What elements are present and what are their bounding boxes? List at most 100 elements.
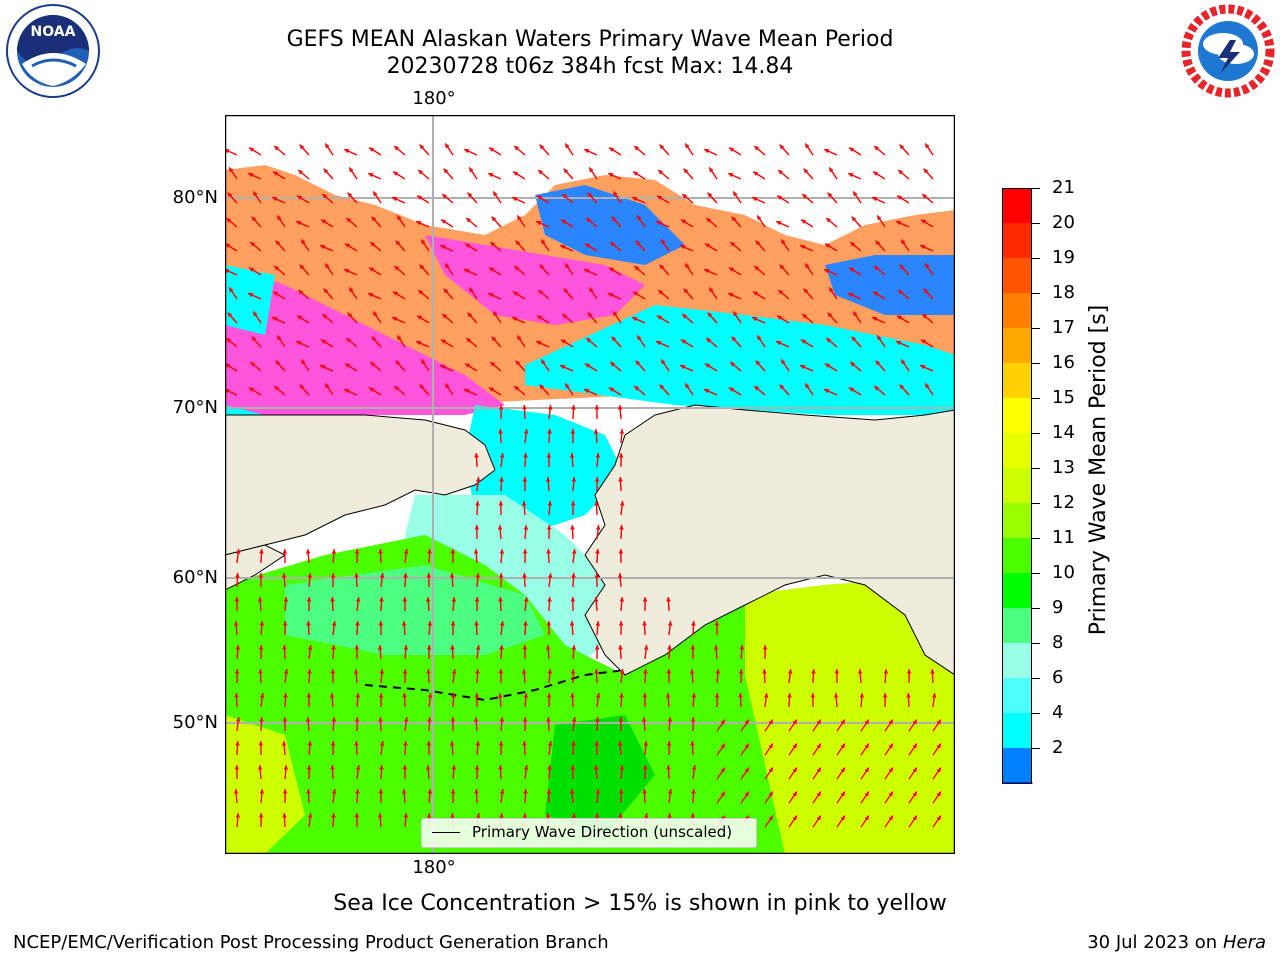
wave-arrow-head [281, 573, 287, 578]
wave-arrow-head [378, 621, 384, 626]
wave-arrow-head [667, 645, 672, 650]
wave-arrow-head [816, 791, 821, 797]
wave-arrow-head [667, 789, 673, 794]
wave-arrow-head [618, 453, 624, 458]
wave-arrow-head [379, 741, 385, 746]
wave-arrow-head [306, 597, 312, 602]
wave-arrow-head [427, 693, 433, 698]
wave-arrow-head [829, 167, 834, 173]
wave-arrow-head [619, 597, 625, 602]
wave-arrow-head [912, 719, 917, 725]
wave-arrow-head [816, 767, 821, 773]
wave-arrow-head [666, 765, 671, 770]
wave-arrow-head [235, 645, 241, 650]
wave-arrow-head [642, 597, 648, 602]
wave-arrow-head [539, 264, 545, 270]
wave-arrow-head [441, 219, 447, 224]
wave-arrow-head [667, 717, 673, 722]
wave-arrow-head [792, 815, 797, 821]
wave-arrow-head [235, 549, 241, 554]
wave-arrow-head [251, 216, 257, 222]
wave-arrow-head [901, 239, 906, 245]
wave-arrow-head [720, 719, 725, 725]
wave-arrow-head [661, 359, 666, 365]
wave-arrow-head [571, 573, 576, 578]
wave-arrow-head [378, 549, 383, 554]
wave-arrow-head [853, 311, 858, 317]
wave-arrow-head [498, 765, 503, 770]
wave-arrow-head [377, 645, 383, 650]
wave-arrow-head [762, 645, 768, 650]
wave-arrow-head [704, 269, 710, 274]
wave-arrow-head [474, 789, 479, 794]
wave-arrow-head [258, 813, 264, 818]
wave-arrow-head [849, 387, 855, 392]
colorbar-tick-label: 17 [1052, 317, 1075, 338]
wave-arrow-head [848, 173, 854, 178]
wave-arrow-head [379, 573, 385, 578]
wave-arrow-head [896, 221, 902, 226]
wave-arrow-head [637, 215, 642, 221]
lon-label-bottom: 180° [412, 857, 456, 878]
wave-arrow-head [445, 383, 450, 389]
wave-arrow-head [923, 288, 929, 294]
wave-arrow-head [229, 287, 234, 293]
wave-arrow-head [713, 645, 719, 650]
wave-arrow-head [565, 143, 570, 149]
wave-arrow-head [840, 791, 845, 797]
colorbar-segment [1002, 433, 1032, 468]
wave-arrow-head [704, 149, 710, 154]
wave-arrow-head [248, 173, 254, 178]
colorbar-segment [1002, 468, 1032, 503]
wave-arrow-head [571, 477, 577, 482]
wave-arrow-head [344, 269, 350, 274]
wave-arrow-head [683, 168, 689, 174]
wave-arrow-head [346, 338, 352, 343]
wave-arrow-head [443, 168, 449, 174]
wave-arrow-head [618, 789, 624, 794]
wave-arrow-head [522, 477, 528, 482]
wave-arrow-head [730, 242, 736, 247]
wave-arrow-head [469, 167, 474, 173]
wave-arrow-head [498, 597, 503, 602]
wave-arrow-head [541, 359, 546, 365]
wave-arrow-head [754, 146, 760, 151]
wave-arrow-head [296, 341, 302, 346]
wave-arrow-head [875, 360, 881, 366]
colorbar-segment [1002, 608, 1032, 643]
wave-arrow-head [609, 387, 615, 392]
wave-arrow-head [546, 549, 551, 554]
wave-arrow-head [514, 146, 520, 151]
colorbar-tick-mark [1032, 503, 1040, 504]
wave-arrow-head [329, 693, 335, 698]
wave-arrow-head [571, 741, 576, 746]
wave-arrow-head [840, 815, 845, 821]
wave-arrow-head [523, 621, 528, 626]
wave-arrow-head [571, 645, 577, 650]
lat-label-70n: 70°N [172, 397, 218, 418]
wave-arrow-head [826, 218, 832, 223]
wave-arrow-head [323, 288, 329, 294]
colorbar-tick-label: 10 [1052, 562, 1075, 583]
wave-arrow-head [499, 813, 504, 818]
wave-arrow-head [369, 147, 375, 152]
wave-arrow-head [728, 173, 734, 178]
wave-arrow-head [253, 191, 258, 197]
wave-arrow-head [547, 597, 552, 602]
wave-arrow-head [259, 717, 264, 722]
wave-arrow-head [227, 192, 233, 198]
wave-arrow-head [493, 311, 498, 317]
wave-arrow-head [250, 362, 256, 367]
wave-arrow-head [469, 287, 474, 293]
wave-arrow-head [690, 717, 696, 722]
wave-arrow-head [874, 386, 880, 391]
wave-arrow-head [609, 267, 615, 272]
wave-arrow-head [473, 717, 479, 722]
wave-arrow-head [307, 573, 313, 578]
colorbar [1002, 188, 1042, 784]
wave-arrow-head [546, 789, 552, 794]
colorbar-tick-label: 20 [1052, 212, 1075, 233]
wave-arrow-head [778, 290, 784, 295]
colorbar-segment [1002, 713, 1032, 748]
wave-arrow-head [811, 669, 816, 674]
